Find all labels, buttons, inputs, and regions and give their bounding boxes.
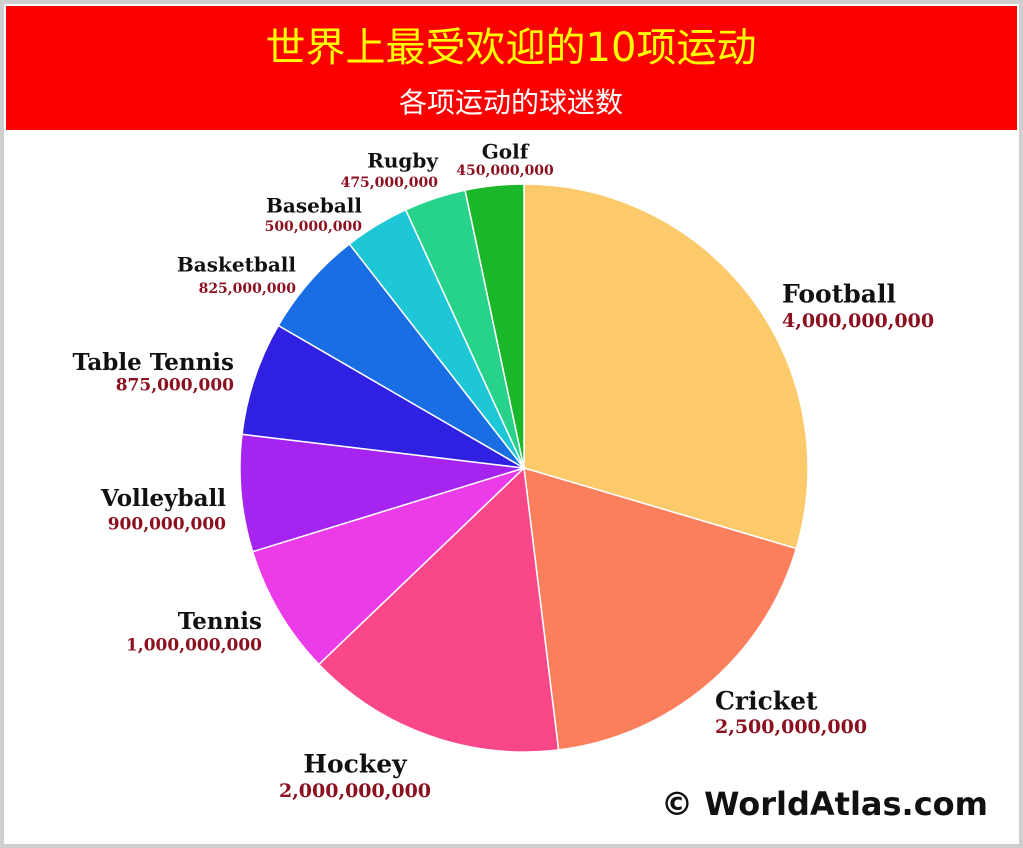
pie-slice (251, 467, 525, 666)
pie-slice (239, 433, 525, 553)
slice-label: Golf (482, 140, 530, 164)
slice-label: Rugby (367, 149, 439, 173)
value-label: 475,000,000 (341, 175, 439, 191)
slice-label: Table Tennis (72, 349, 234, 376)
chart-subtitle: 各项运动的球迷数 (399, 86, 623, 119)
value-label: 4,000,000,000 (782, 310, 934, 332)
pie-slice (317, 466, 560, 753)
slice-label: Football (782, 280, 896, 309)
slice-label: Basketball (177, 253, 296, 277)
slice-label: Hockey (303, 750, 408, 779)
slice-label: Tennis (178, 608, 262, 635)
chart-title: 世界上最受欢迎的10项运动 (266, 25, 757, 71)
slice-label: Volleyball (100, 485, 226, 512)
slice-label: Cricket (715, 687, 818, 716)
source: © WorldAtlas.com (661, 785, 988, 823)
pie-slice (464, 183, 525, 469)
value-label: 825,000,000 (199, 281, 297, 297)
value-label: 2,500,000,000 (715, 716, 867, 738)
pie-slice (523, 183, 809, 550)
pie-slice (523, 466, 798, 751)
value-label: 875,000,000 (116, 376, 234, 396)
value-label: 2,000,000,000 (279, 780, 431, 802)
slice-label: Baseball (266, 194, 362, 218)
value-label: 450,000,000 (456, 163, 554, 179)
header-band (6, 6, 1017, 130)
pie-slice (241, 324, 525, 469)
value-label: 1,000,000,000 (126, 636, 262, 656)
value-label: 500,000,000 (265, 219, 363, 235)
value-label: 900,000,000 (108, 515, 226, 535)
